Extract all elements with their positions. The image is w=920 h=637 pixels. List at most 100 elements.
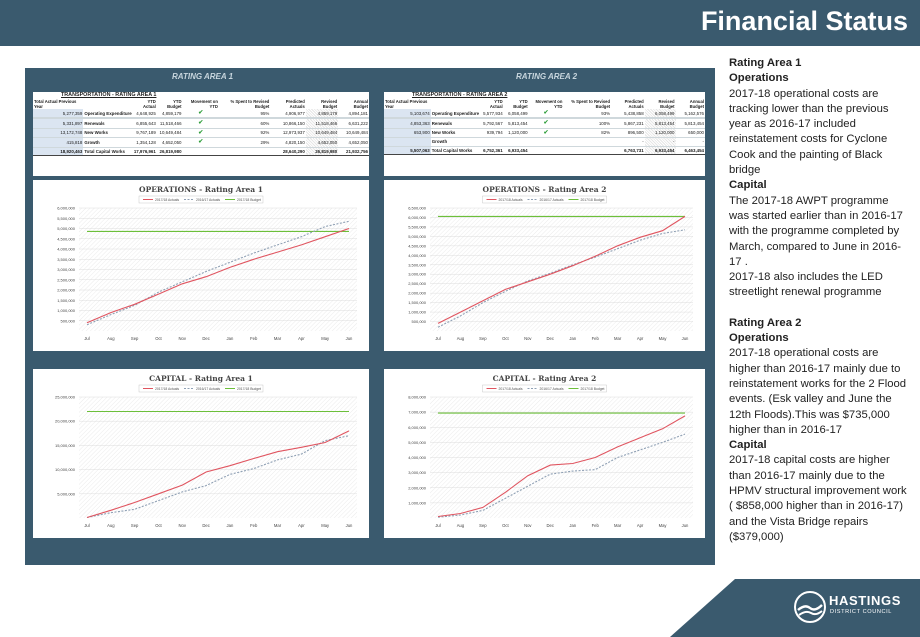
column-header (431, 99, 480, 109)
x-tick-label: Sep (479, 523, 487, 528)
table-cell-predicted: 5,438,858 (611, 109, 645, 119)
table-cell-ytd-actual (480, 117, 504, 120)
table-cell-annual (338, 117, 369, 120)
table-cell-annual: - (675, 137, 705, 147)
x-tick-label: Jul (84, 336, 89, 341)
x-tick-label: May (321, 523, 330, 528)
table-cell-pct (563, 117, 612, 120)
x-tick-label: Oct (155, 523, 162, 528)
table-cell-annual: 6,631,222 (338, 118, 369, 129)
table-cell-pct: 60% (218, 118, 271, 129)
column-header: Movement on YTD (535, 99, 563, 109)
x-tick-label: Apr (637, 336, 644, 341)
legend-label: 2017/18 Budget (237, 387, 261, 391)
subsection-heading: Operations (729, 332, 789, 345)
y-tick-label: 3,500,000 (57, 257, 76, 262)
series-line-actual (86, 430, 350, 519)
table-row: 5,331,897 Renewals 6,855,643 11,518,466 ✔ 60%… (33, 118, 369, 129)
y-tick-label: 2,000,000 (408, 485, 427, 490)
y-tick-label: 500,000 (412, 319, 427, 324)
x-tick-label: Aug (457, 523, 465, 528)
table-cell-label: Operating Expenditure (430, 109, 481, 119)
table-cell-label: Total Capital Works (430, 145, 481, 156)
y-tick-label: 5,000,000 (57, 226, 76, 231)
y-tick-label: 2,000,000 (408, 291, 427, 296)
table-cell-predicted: 5,867,231 (611, 118, 645, 129)
y-tick-label: 1,000,000 (408, 500, 427, 505)
table-row (33, 117, 369, 120)
table-cell-movement (528, 145, 564, 156)
table-cell-prev: 5,507,063 (384, 145, 431, 156)
table-row: 4,853,363 Renewals 5,792,567 5,813,454 ✔ 100%… (384, 118, 705, 129)
table-cell-label: Renewals (430, 118, 481, 129)
table-cell-prev (33, 117, 84, 120)
table-cell-ytd-budget: 11,518,466 (156, 118, 183, 129)
table-cell-pct: 29% (218, 137, 271, 148)
table-cell-prev (384, 117, 431, 120)
y-tick-label: 6,000,000 (57, 206, 76, 211)
table-cell-pct (218, 117, 271, 120)
x-tick-label: May (659, 523, 668, 528)
x-tick-label: Apr (298, 336, 305, 341)
table-cell-ytd-actual: 939,794 (480, 128, 504, 139)
table-row: 5,277,359 Operating Expenditure 4,648,925 4… (33, 109, 369, 119)
table-cell-movement: ✔ (528, 128, 564, 139)
table-cell-movement: ✔ (182, 137, 219, 148)
x-tick-label: Nov (524, 523, 532, 528)
table-body: 5,103,674 Operating Expenditure 5,577,934 6… (384, 109, 705, 156)
legend-label: 2017/18 Budget (581, 387, 605, 391)
council-subtitle: DISTRICT COUNCIL (830, 609, 893, 615)
table-cell-revised: 6,933,454 (644, 145, 676, 156)
table-cell-pct (218, 146, 271, 157)
chart-operations-area-2: OPERATIONS - Rating Area 2 2017/18 Actual… (384, 180, 705, 351)
table-header: Total Actual Previous Year YTD Actual YTD … (33, 99, 369, 109)
x-tick-label: Feb (592, 523, 600, 528)
x-tick-label: Feb (592, 336, 600, 341)
table-cell-annual: 6,463,454 (675, 145, 705, 156)
y-tick-label: 1,500,000 (408, 300, 427, 305)
table-cell-annual: 5,813,454 (675, 118, 705, 129)
x-tick-label: Dec (547, 336, 554, 341)
table-cell-prev: 5,103,674 (384, 109, 431, 119)
table-cell-ytd-budget: 6,933,454 (503, 145, 529, 156)
table-row: 415,818 Growth 1,354,128 4,652,050 ✔ 29% 4,820… (33, 137, 369, 148)
table-cell-revised: 4,652,050 (305, 137, 339, 148)
chart-title: CAPITAL - Rating Area 1 (149, 374, 253, 383)
x-tick-label: Jul (435, 523, 440, 528)
table-cell-ytd-actual: 6,855,643 (132, 118, 157, 129)
table-cell-prev: 13,172,748 (33, 128, 84, 139)
y-tick-label: 3,500,000 (408, 262, 427, 267)
x-tick-label: Dec (547, 523, 554, 528)
legend-label: 2017/18 Actuals (499, 198, 523, 202)
x-tick-label: Feb (250, 336, 258, 341)
check-icon: ✔ (543, 129, 549, 136)
commentary-text: The 2017-18 AWPT programme was started e… (729, 194, 903, 268)
subsection-heading: Operations (729, 72, 789, 85)
table-cell-label: Operating Expenditure (83, 109, 133, 119)
table-cell-revised (305, 117, 339, 120)
page-title: Financial Status (700, 6, 908, 36)
table-cell-pct: 92% (218, 128, 271, 139)
check-icon: ✔ (543, 110, 549, 116)
series-line-previous-year (437, 229, 686, 328)
legend-label: 2016/17 Actuals (196, 198, 220, 202)
table-cell-pct: 93% (563, 109, 612, 119)
table-cell-predicted: 4,820,150 (270, 137, 306, 148)
y-tick-label: 3,000,000 (408, 272, 427, 277)
table-cell-ytd-budget (503, 117, 529, 120)
column-header: Revised Budget (321, 99, 338, 109)
x-tick-label: Aug (107, 523, 115, 528)
legend-label: 2016/17 Actuals (196, 387, 220, 391)
column-header: Total Actual Previous Year (385, 99, 428, 109)
table-cell-pct: 82% (563, 128, 612, 139)
subsection-heading: Capital (729, 439, 767, 452)
x-tick-label: Mar (614, 523, 622, 528)
table-cell-annual: 5,162,576 (675, 109, 705, 119)
y-tick-label: 8,000,000 (408, 395, 427, 400)
table-cell-prev (384, 137, 431, 147)
legend-label: 2016/17 Actuals (540, 387, 564, 391)
table-cell-movement: ✔ (528, 118, 564, 129)
table-rating-area-1: TRANSPORTATION - RATING AREA 1 Total Act… (33, 92, 369, 176)
check-icon: ✔ (198, 129, 204, 136)
commentary-text: 2017-18 operational costs are tracking l… (729, 87, 889, 177)
